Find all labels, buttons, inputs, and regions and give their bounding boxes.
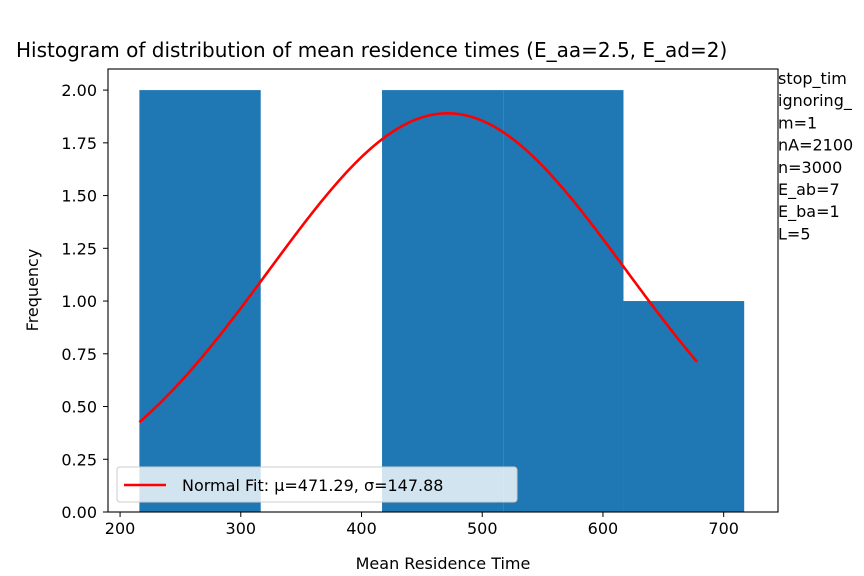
histogram-bars: [139, 90, 745, 512]
parameter-text-line: stop_tim: [778, 69, 847, 89]
histogram-bar-5: [623, 301, 745, 512]
x-tick-label: 200: [105, 519, 136, 538]
y-tick-label: 1.25: [61, 239, 97, 258]
plot-frame: [107, 68, 779, 513]
histogram-bar-4: [503, 90, 624, 512]
x-axis-ticks: 200 300 400 500 600 700: [105, 512, 739, 538]
legend-box: [116, 466, 518, 503]
y-axis-label: Frequency: [23, 249, 42, 332]
parameter-text-line: E_ab=7: [778, 180, 840, 200]
parameter-text-line: n=3000: [778, 158, 842, 177]
parameter-text-line: nA=2100: [778, 136, 853, 155]
y-tick-label: 0.75: [61, 345, 97, 364]
y-tick-label: 0.25: [61, 450, 97, 469]
x-tick-label: 400: [346, 519, 377, 538]
x-tick-label: 600: [588, 519, 619, 538]
legend: Normal Fit: μ=471.29, σ=147.88: [116, 466, 518, 503]
y-tick-label: 1.50: [61, 187, 97, 206]
y-tick-label: 0.50: [61, 398, 97, 417]
normal-fit-curve: [138, 112, 699, 424]
histogram-bar-3: [382, 90, 504, 512]
legend-label: Normal Fit: μ=471.29, σ=147.88: [182, 476, 443, 495]
parameter-text-line: ignoring_: [778, 91, 853, 111]
histogram-bar-1: [139, 90, 261, 512]
y-tick-label: 1.75: [61, 134, 97, 153]
x-tick-label: 500: [467, 519, 498, 538]
x-tick-label: 700: [708, 519, 739, 538]
y-axis-ticks: 0.00 0.25 0.50 0.75 1.00 1.25 1.50 1.75 2.00: [61, 81, 108, 522]
x-axis-label: Mean Residence Time: [356, 554, 531, 573]
parameter-text-line: E_ba=1: [778, 202, 840, 222]
y-tick-label: 1.00: [61, 292, 97, 311]
chart-title: Histogram of distribution of mean reside…: [16, 38, 727, 62]
y-tick-label: 0.00: [61, 503, 97, 522]
parameter-text-line: L=5: [778, 224, 811, 243]
parameter-text-line: m=1: [778, 113, 817, 132]
x-tick-label: 300: [226, 519, 257, 538]
y-tick-label: 2.00: [61, 81, 97, 100]
